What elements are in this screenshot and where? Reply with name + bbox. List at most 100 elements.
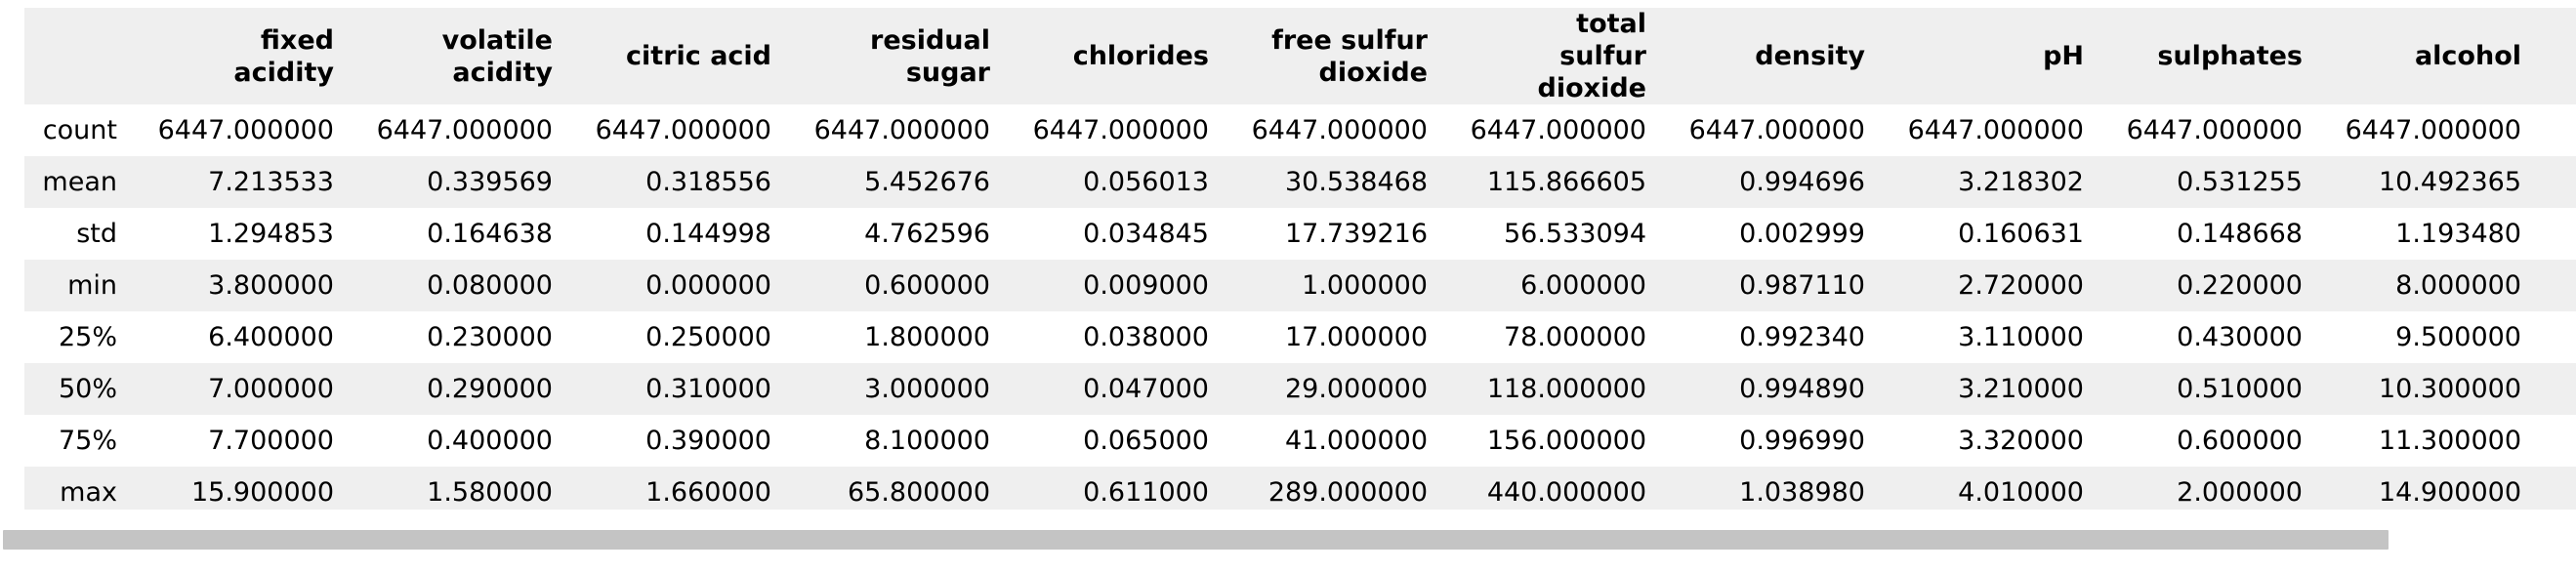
column-header-label: total sulfur dioxide (1537, 9, 1646, 103)
table-cell: 1.580000 (353, 467, 572, 510)
table-cell: 6447.000000 (2103, 104, 2322, 156)
column-header-label: volatile acidity (441, 24, 553, 88)
clipped-table-cell (2541, 467, 2576, 510)
table-cell: 1.294853 (135, 208, 353, 260)
table-cell: 0.230000 (353, 311, 572, 363)
table-cell: 2.000000 (2103, 467, 2322, 510)
table-cell: 1.800000 (791, 311, 1010, 363)
table-cell: 0.994696 (1666, 156, 1885, 208)
table-cell: 15.900000 (135, 467, 353, 510)
column-header-label: citric acid (626, 41, 771, 71)
table-cell: 30.538468 (1228, 156, 1447, 208)
table-cell: 115.866605 (1447, 156, 1666, 208)
clipped-table-cell (2541, 260, 2576, 311)
clipped-table-cell (2541, 311, 2576, 363)
table-cell: 0.531255 (2103, 156, 2322, 208)
table-cell: 1.660000 (572, 467, 791, 510)
table-cell: 6447.000000 (1228, 104, 1447, 156)
table-cell: 11.300000 (2322, 415, 2541, 467)
table-row: min 3.800000 0.080000 0.000000 0.600000 0.009… (24, 260, 2576, 311)
table-cell: 0.038000 (1010, 311, 1228, 363)
table-cell: 0.600000 (2103, 415, 2322, 467)
column-header-label: sulphates (2157, 41, 2303, 71)
column-header: alcohol (2322, 8, 2541, 104)
table-cell: 7.000000 (135, 363, 353, 415)
column-header-label: chlorides (1072, 41, 1209, 71)
table-cell: 0.250000 (572, 311, 791, 363)
column-header: sulphates (2103, 8, 2322, 104)
table-row: mean 7.213533 0.339569 0.318556 5.452676 0.05… (24, 156, 2576, 208)
table-cell: 7.700000 (135, 415, 353, 467)
table-cell: 0.065000 (1010, 415, 1228, 467)
table-cell: 0.080000 (353, 260, 572, 311)
column-header: volatile acidity (353, 8, 572, 104)
index-header (24, 8, 135, 104)
horizontal-scrollbar[interactable] (0, 527, 2576, 551)
clipped-table-cell: 6 (2541, 104, 2576, 156)
table-cell: 0.056013 (1010, 156, 1228, 208)
table-cell: 0.144998 (572, 208, 791, 260)
table-cell: 0.994890 (1666, 363, 1885, 415)
clipped-column-header (2541, 8, 2576, 104)
table-cell: 6447.000000 (572, 104, 791, 156)
table-cell: 3.000000 (791, 363, 1010, 415)
clipped-table-cell (2541, 415, 2576, 467)
column-header: total sulfur dioxide (1447, 8, 1666, 104)
column-header: free sulfur dioxide (1228, 8, 1447, 104)
table-cell: 0.220000 (2103, 260, 2322, 311)
column-header-label: pH (2043, 41, 2084, 71)
clipped-table-cell (2541, 363, 2576, 415)
table-cell: 0.600000 (791, 260, 1010, 311)
table-cell: 0.002999 (1666, 208, 1885, 260)
table-cell: 41.000000 (1228, 415, 1447, 467)
row-label: count (24, 104, 135, 156)
table-cell: 56.533094 (1447, 208, 1666, 260)
table-cell: 0.034845 (1010, 208, 1228, 260)
table-cell: 9.500000 (2322, 311, 2541, 363)
table-cell: 0.000000 (572, 260, 791, 311)
describe-table: fixed acidity volatile acidity citric ac… (24, 8, 2576, 510)
table-cell: 10.300000 (2322, 363, 2541, 415)
row-label: min (24, 260, 135, 311)
column-header-label: density (1755, 41, 1865, 71)
table-cell: 0.400000 (353, 415, 572, 467)
table-cell: 6447.000000 (353, 104, 572, 156)
table-row: count 6447.000000 6447.000000 6447.000000 64… (24, 104, 2576, 156)
table-cell: 0.164638 (353, 208, 572, 260)
table-cell: 2.720000 (1885, 260, 2103, 311)
table-cell: 6447.000000 (135, 104, 353, 156)
table-cell: 0.047000 (1010, 363, 1228, 415)
table-cell: 17.000000 (1228, 311, 1447, 363)
column-header: pH (1885, 8, 2103, 104)
table-cell: 0.996990 (1666, 415, 1885, 467)
table-cell: 1.193480 (2322, 208, 2541, 260)
table-cell: 6447.000000 (791, 104, 1010, 156)
table-cell: 5.452676 (791, 156, 1010, 208)
column-header: fixed acidity (135, 8, 353, 104)
table-cell: 3.800000 (135, 260, 353, 311)
table-header: fixed acidity volatile acidity citric ac… (24, 8, 2576, 104)
column-header: density (1666, 8, 1885, 104)
clipped-table-cell (2541, 156, 2576, 208)
column-header-label: residual sugar (870, 24, 990, 88)
table-cell: 0.611000 (1010, 467, 1228, 510)
table-cell: 3.218302 (1885, 156, 2103, 208)
table-cell: 3.320000 (1885, 415, 2103, 467)
column-header: citric acid (572, 8, 791, 104)
row-label: 75% (24, 415, 135, 467)
row-label: 50% (24, 363, 135, 415)
table-cell: 1.038980 (1666, 467, 1885, 510)
column-header-label: alcohol (2414, 41, 2521, 71)
table-cell: 6.000000 (1447, 260, 1666, 311)
table-cell: 6.400000 (135, 311, 353, 363)
table-cell: 4.010000 (1885, 467, 2103, 510)
table-cell: 17.739216 (1228, 208, 1447, 260)
table-cell: 0.390000 (572, 415, 791, 467)
describe-table-viewport: fixed acidity volatile acidity citric ac… (24, 8, 2576, 510)
table-cell: 0.160631 (1885, 208, 2103, 260)
table-body: count 6447.000000 6447.000000 6447.000000 64… (24, 104, 2576, 510)
table-cell: 0.339569 (353, 156, 572, 208)
table-cell: 0.290000 (353, 363, 572, 415)
table-row: 75% 7.700000 0.400000 0.390000 8.100000 0.065… (24, 415, 2576, 467)
horizontal-scrollbar-thumb[interactable] (3, 530, 2389, 550)
